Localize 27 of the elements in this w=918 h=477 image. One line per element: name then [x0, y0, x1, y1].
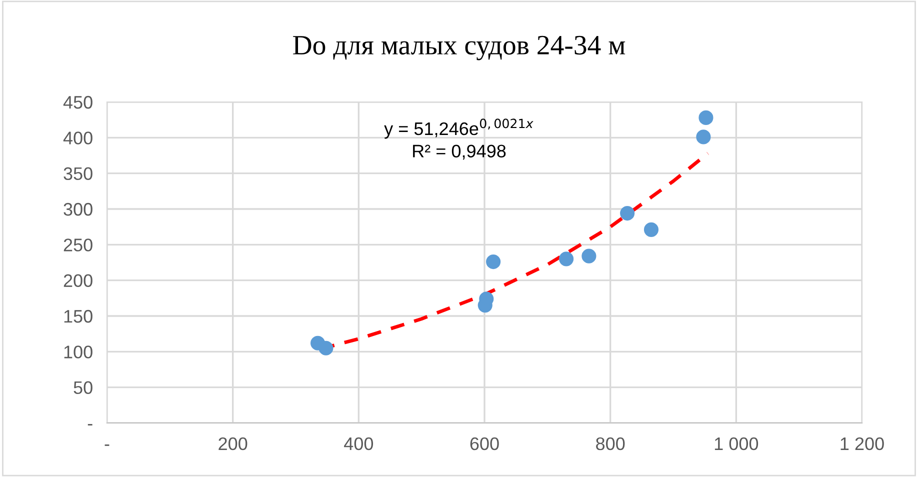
annotation: y = 51,246e$^{0,0021x}$ — [384, 118, 534, 139]
y-tick-label: 300 — [64, 202, 92, 216]
y-tick-label: 200 — [64, 274, 92, 288]
y-tick-label: 50 — [74, 381, 92, 394]
y-tick-label: 350 — [64, 167, 92, 180]
point — [644, 222, 659, 237]
x-tick-label: 200 — [218, 437, 248, 450]
x-tick-label: 1 000 — [714, 437, 758, 450]
point — [620, 206, 635, 221]
annotation: R² = 0,9498 — [413, 144, 506, 160]
point — [698, 110, 714, 125]
x-tick-label: 400 — [344, 437, 374, 450]
point — [696, 130, 711, 144]
x-tick-label: 1 200 — [840, 437, 884, 450]
point — [318, 340, 334, 356]
y-tick-label: - — [88, 424, 92, 426]
y-tick-label: 150 — [64, 310, 92, 323]
y-tick-label: 450 — [63, 96, 92, 109]
point — [582, 248, 596, 264]
point — [486, 254, 501, 270]
x-tick-label: 600 — [470, 437, 499, 450]
y-tick-label: 400 — [63, 132, 92, 144]
x-tick-label: 800 — [596, 437, 625, 450]
y-tick-label: 250 — [64, 238, 92, 252]
point — [559, 252, 574, 266]
chart-title: Do для малых судов 24-34 м — [293, 36, 626, 60]
y-tick-label: 100 — [64, 346, 92, 358]
